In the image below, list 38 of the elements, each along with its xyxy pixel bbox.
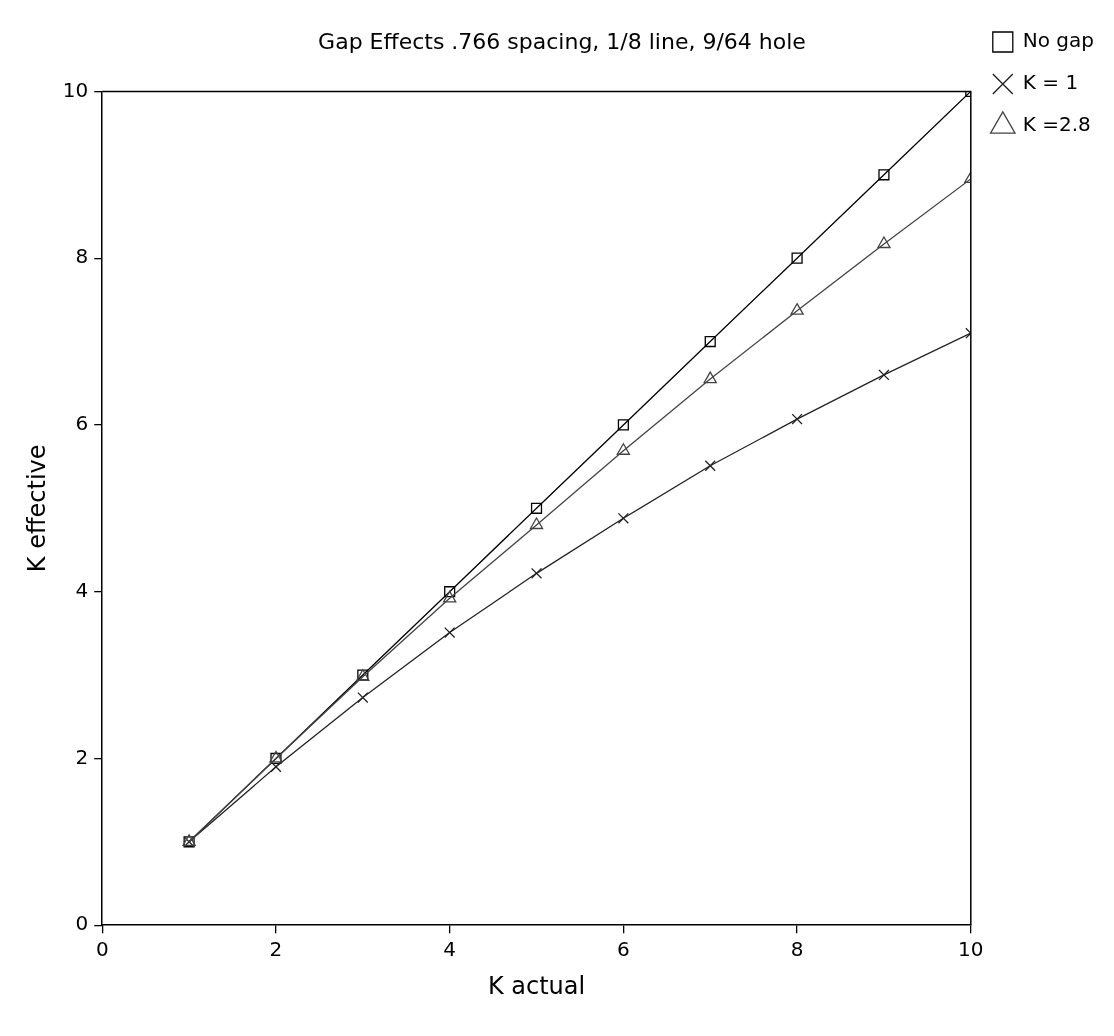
y-tick-label: 10 — [62, 77, 89, 102]
legend-label: No gap — [1022, 28, 1094, 53]
x-tick-label: 4 — [443, 937, 457, 962]
point — [529, 517, 544, 530]
y-tick-label: 6 — [75, 411, 89, 436]
point — [270, 761, 282, 773]
point — [616, 443, 631, 455]
point — [704, 460, 716, 472]
point — [878, 369, 890, 381]
point — [791, 413, 803, 425]
y-axis-title: K effective — [22, 444, 51, 573]
y-tick-label: 8 — [75, 244, 89, 269]
x-tick-label: 8 — [790, 937, 804, 962]
y-tick-label: 0 — [75, 911, 89, 936]
x-tick-label: 2 — [269, 937, 283, 962]
point — [878, 169, 890, 181]
point — [791, 252, 803, 264]
point — [703, 371, 717, 384]
x-tick-label: 0 — [95, 937, 109, 962]
point — [617, 419, 629, 431]
legend-label: K =2.8 — [1022, 112, 1091, 137]
x-axis-title: K actual — [487, 971, 586, 1000]
x-tick-label: 6 — [617, 937, 630, 962]
point — [530, 502, 543, 514]
point — [444, 586, 456, 598]
chart-title: Gap Effects .766 spacing, 1/8 line, 9/64 hole — [318, 28, 806, 54]
point — [444, 626, 456, 639]
point — [877, 236, 891, 249]
y-tick-label: 4 — [75, 577, 89, 602]
y-tick-label: 2 — [75, 744, 89, 769]
point — [530, 567, 543, 579]
point — [617, 512, 629, 524]
point — [790, 303, 804, 315]
point — [704, 335, 716, 348]
point — [442, 590, 457, 603]
legend-label: K = 1 — [1022, 70, 1079, 95]
point — [357, 691, 369, 704]
x-tick-label: 10 — [958, 937, 984, 962]
